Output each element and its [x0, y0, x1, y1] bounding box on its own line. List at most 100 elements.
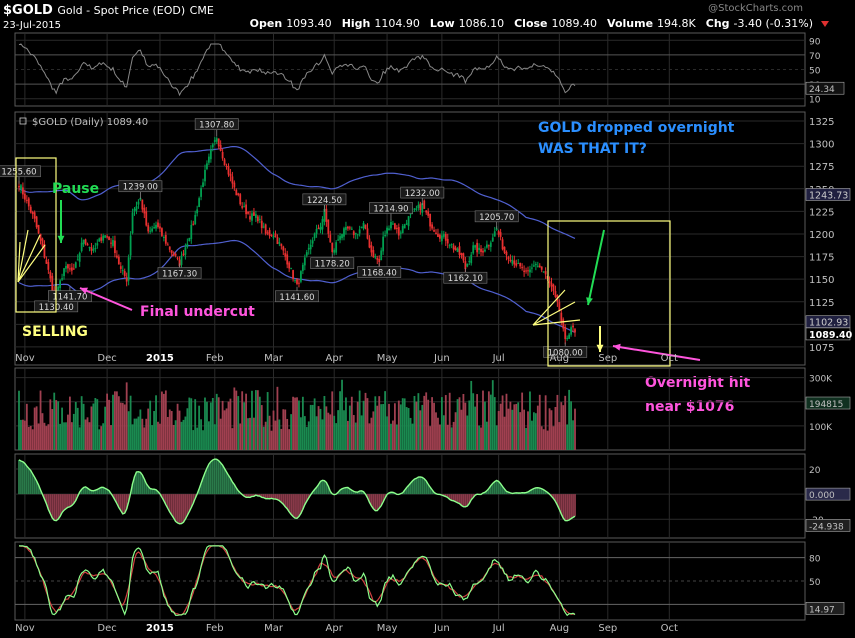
candle-body — [423, 200, 426, 209]
candle-body — [429, 213, 432, 227]
x-tick-label: Dec — [97, 353, 116, 364]
candle-body — [239, 194, 242, 205]
candle-body — [29, 206, 32, 213]
candle-body — [61, 278, 63, 280]
volume-bar — [474, 406, 477, 450]
volume-bar — [564, 395, 567, 450]
volume-bar — [440, 397, 443, 450]
volume-bar — [300, 417, 302, 450]
last-value-tag: 1243.73 — [809, 190, 848, 201]
candle-body — [182, 253, 185, 256]
candle-body — [347, 226, 349, 229]
candle-body — [258, 218, 261, 220]
volume-bar — [123, 404, 126, 450]
candle-body — [25, 199, 28, 201]
candle-body — [562, 319, 565, 329]
candle-body — [23, 193, 26, 200]
candle-body — [74, 262, 77, 268]
volume-bar — [59, 423, 62, 450]
volume-bar — [70, 422, 73, 450]
volume-bar — [325, 406, 328, 450]
volume-bar — [29, 425, 32, 450]
volume-bar — [427, 399, 430, 450]
volume-bar — [487, 391, 490, 450]
volume-bar — [45, 426, 48, 450]
volume-bar — [137, 416, 140, 450]
candle-body — [501, 239, 504, 250]
volume-bar — [74, 401, 77, 450]
candle-body — [497, 231, 500, 235]
candle-body — [157, 222, 159, 227]
candle-body — [566, 338, 569, 340]
volume-bar — [448, 392, 451, 450]
y-tick-label: 1300 — [809, 140, 834, 151]
last-value-tag-box — [805, 188, 851, 201]
volume-bar — [227, 401, 230, 450]
candle-body — [315, 228, 318, 234]
candle-body — [141, 199, 144, 210]
volume-bar — [98, 429, 101, 450]
volume-bar — [403, 398, 406, 450]
candle-body — [437, 233, 439, 237]
x-tick-label: Nov — [15, 353, 35, 364]
candle-body — [51, 275, 54, 292]
price-label: 1224.50 — [307, 196, 342, 206]
volume-bar — [386, 416, 388, 450]
volume-bar — [419, 410, 422, 450]
candle-body — [325, 208, 328, 222]
volume-bar — [399, 404, 402, 450]
candle-body — [114, 240, 116, 254]
volume-bar — [78, 427, 81, 450]
vol-tag-box — [805, 396, 851, 410]
candle-body — [417, 204, 420, 208]
candle-body — [319, 226, 322, 231]
candle-body — [123, 271, 126, 277]
overnight-hit-arrow-head — [613, 343, 621, 351]
volume-bar — [229, 398, 232, 450]
dropdown-icon[interactable] — [821, 21, 829, 27]
candle-body — [166, 244, 169, 246]
volume-bar — [223, 410, 226, 450]
candle-body — [251, 213, 253, 221]
candle-body — [307, 247, 310, 250]
volume-bar — [572, 420, 574, 450]
volume-bar — [493, 397, 496, 450]
x-tick-label-bottom: Mar — [264, 623, 284, 634]
candle-body — [82, 239, 85, 245]
volume-bar — [358, 390, 361, 450]
price-label: 1255.60 — [1, 168, 36, 178]
volume-bar — [323, 396, 326, 450]
candle-body — [137, 201, 140, 205]
volume-bar — [478, 425, 480, 450]
last-value-tag-box — [805, 327, 851, 341]
price-label-box — [302, 193, 347, 206]
volume-bar — [211, 397, 214, 450]
candle-body — [300, 271, 302, 282]
candle-body — [393, 223, 396, 230]
volume-bar — [523, 409, 525, 450]
volume-bar — [23, 420, 26, 450]
volume-bar — [536, 405, 539, 450]
x-tick-label-bottom: Dec — [97, 623, 116, 634]
candle-body — [433, 230, 435, 232]
volume-bar — [372, 411, 375, 450]
volume-bar — [256, 390, 259, 450]
candle-body — [249, 216, 251, 220]
candle-body — [278, 242, 281, 244]
watermark: @StockCharts.com — [708, 3, 803, 14]
candle-body — [43, 244, 46, 258]
volume-bar — [94, 398, 97, 450]
overnight-box — [547, 220, 671, 367]
volume-bar — [157, 421, 159, 450]
volume-bar — [104, 406, 107, 450]
volume-bar — [437, 417, 439, 450]
candle-body — [572, 325, 574, 328]
volume-bar — [268, 415, 271, 450]
volume-bar — [57, 401, 60, 450]
candle-body — [427, 211, 430, 216]
volume-bar — [444, 395, 447, 450]
volume-bar — [161, 391, 163, 450]
candle-body — [458, 246, 461, 255]
volume-bar — [439, 424, 441, 450]
candle-body — [162, 236, 165, 238]
